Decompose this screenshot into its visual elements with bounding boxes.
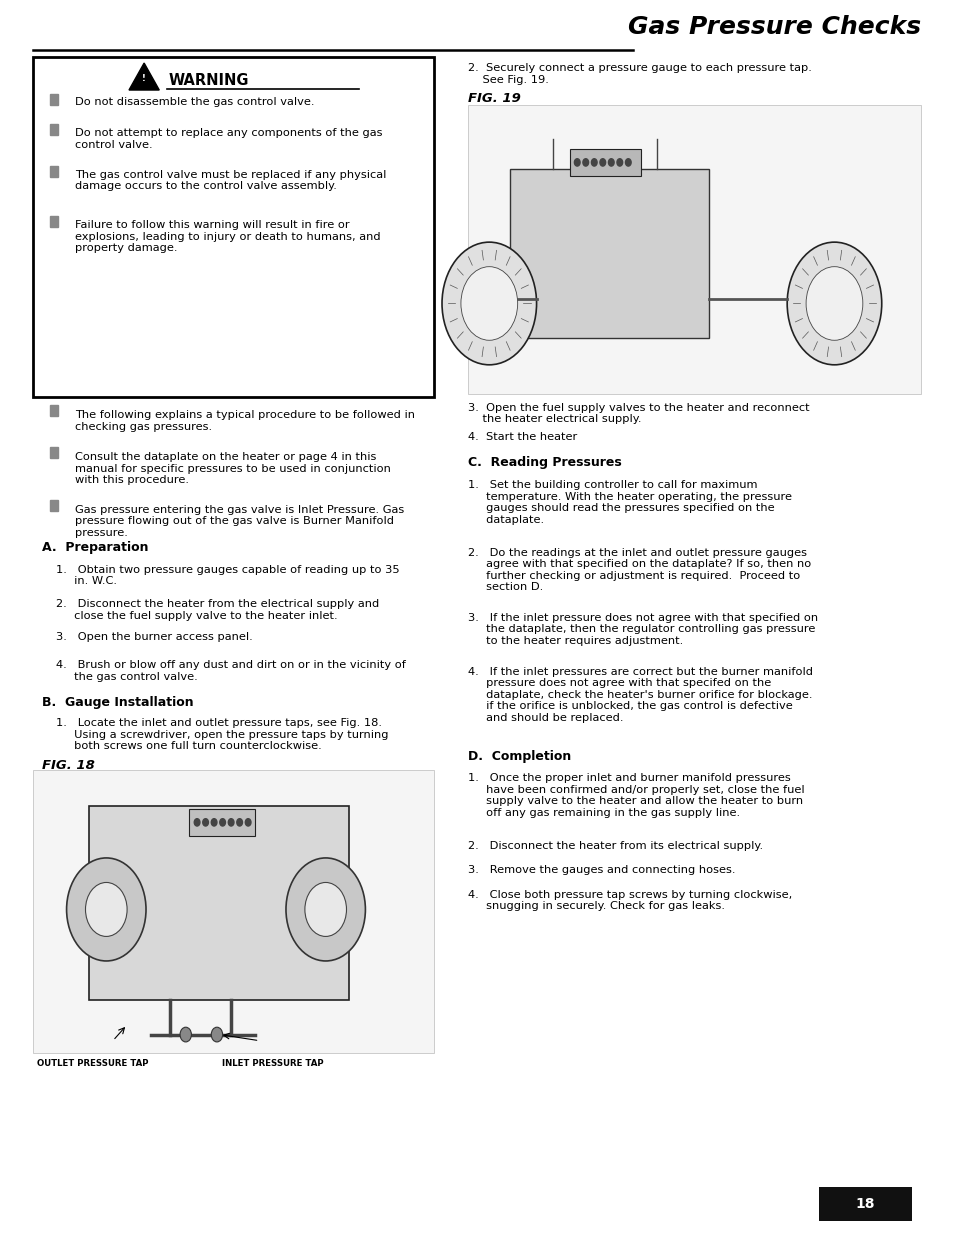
Circle shape xyxy=(211,819,216,826)
Circle shape xyxy=(236,819,242,826)
Text: OUTLET PRESSURE TAP: OUTLET PRESSURE TAP xyxy=(37,1060,149,1068)
FancyBboxPatch shape xyxy=(467,105,921,394)
Circle shape xyxy=(86,883,127,936)
Text: The following explains a typical procedure to be followed in
checking gas pressu: The following explains a typical procedu… xyxy=(75,410,415,432)
Circle shape xyxy=(617,159,622,165)
Text: Failure to follow this warning will result in fire or
explosions, leading to inj: Failure to follow this warning will resu… xyxy=(75,220,380,253)
FancyBboxPatch shape xyxy=(510,168,708,338)
Text: 18: 18 xyxy=(855,1197,875,1210)
Text: 4.   Close both pressure tap screws by turning clockwise,
     snugging in secur: 4. Close both pressure tap screws by tur… xyxy=(467,890,791,911)
Text: 1.   Obtain two pressure gauges capable of reading up to 35
     in. W.C.: 1. Obtain two pressure gauges capable of… xyxy=(56,564,399,587)
Text: Gas Pressure Checks: Gas Pressure Checks xyxy=(628,15,921,38)
Text: A.  Preparation: A. Preparation xyxy=(42,541,149,555)
Text: Do not attempt to replace any components of the gas
control valve.: Do not attempt to replace any components… xyxy=(75,128,382,149)
Bar xyxy=(50,500,58,511)
Circle shape xyxy=(591,159,597,165)
Circle shape xyxy=(286,858,365,961)
Bar xyxy=(50,447,58,458)
FancyBboxPatch shape xyxy=(90,806,349,1000)
Text: Consult the dataplate on the heater or page 4 in this
manual for specific pressu: Consult the dataplate on the heater or p… xyxy=(75,452,391,485)
Circle shape xyxy=(608,159,614,165)
Circle shape xyxy=(211,1028,222,1042)
Text: 4.  Start the heater: 4. Start the heater xyxy=(467,432,577,442)
FancyBboxPatch shape xyxy=(189,809,254,836)
Circle shape xyxy=(599,159,605,165)
Text: Gas pressure entering the gas valve is Inlet Pressure. Gas
pressure flowing out : Gas pressure entering the gas valve is I… xyxy=(75,505,404,538)
Circle shape xyxy=(305,883,346,936)
Circle shape xyxy=(805,267,862,341)
Text: C.  Reading Pressures: C. Reading Pressures xyxy=(467,456,620,468)
Text: 2.   Disconnect the heater from its electrical supply.: 2. Disconnect the heater from its electr… xyxy=(467,841,761,851)
Circle shape xyxy=(582,159,588,165)
Text: 3.   Open the burner access panel.: 3. Open the burner access panel. xyxy=(56,632,253,642)
Text: 1.   Once the proper inlet and burner manifold pressures
     have been confirme: 1. Once the proper inlet and burner mani… xyxy=(467,773,803,818)
Bar xyxy=(50,165,58,177)
Text: 3.   Remove the gauges and connecting hoses.: 3. Remove the gauges and connecting hose… xyxy=(467,866,734,876)
Text: WARNING: WARNING xyxy=(169,73,249,88)
Text: B.  Gauge Installation: B. Gauge Installation xyxy=(42,697,193,709)
Bar xyxy=(50,94,58,105)
Circle shape xyxy=(180,1028,192,1042)
Bar xyxy=(50,125,58,136)
Text: 4.   Brush or blow off any dust and dirt on or in the vicinity of
     the gas c: 4. Brush or blow off any dust and dirt o… xyxy=(56,661,406,682)
Text: 4.   If the inlet pressures are correct but the burner manifold
     pressure do: 4. If the inlet pressures are correct bu… xyxy=(467,667,812,722)
Polygon shape xyxy=(129,63,159,90)
Text: Do not disassemble the gas control valve.: Do not disassemble the gas control valve… xyxy=(75,98,314,107)
Bar xyxy=(50,405,58,416)
Circle shape xyxy=(219,819,225,826)
FancyBboxPatch shape xyxy=(32,57,434,396)
Text: !: ! xyxy=(142,74,146,84)
Text: 2.  Securely connect a pressure gauge to each pressure tap.
    See Fig. 19.: 2. Securely connect a pressure gauge to … xyxy=(467,63,811,85)
Bar xyxy=(50,216,58,227)
Circle shape xyxy=(228,819,233,826)
FancyBboxPatch shape xyxy=(32,769,434,1053)
Text: 2.   Do the readings at the inlet and outlet pressure gauges
     agree with tha: 2. Do the readings at the inlet and outl… xyxy=(467,547,810,593)
Circle shape xyxy=(625,159,631,165)
Text: The gas control valve must be replaced if any physical
damage occurs to the cont: The gas control valve must be replaced i… xyxy=(75,169,386,191)
Text: D.  Completion: D. Completion xyxy=(467,750,570,763)
Circle shape xyxy=(786,242,881,364)
Circle shape xyxy=(441,242,536,364)
Text: FIG. 19: FIG. 19 xyxy=(467,93,520,105)
Circle shape xyxy=(203,819,208,826)
Text: 3.  Open the fuel supply valves to the heater and reconnect
    the heater elect: 3. Open the fuel supply valves to the he… xyxy=(467,403,808,425)
Text: 1.   Locate the inlet and outlet pressure taps, see Fig. 18.
     Using a screwd: 1. Locate the inlet and outlet pressure … xyxy=(56,718,388,751)
Circle shape xyxy=(574,159,579,165)
Circle shape xyxy=(194,819,200,826)
FancyBboxPatch shape xyxy=(819,1187,911,1221)
FancyBboxPatch shape xyxy=(569,149,639,175)
Text: INLET PRESSURE TAP: INLET PRESSURE TAP xyxy=(221,1060,323,1068)
Circle shape xyxy=(245,819,251,826)
Circle shape xyxy=(460,267,517,341)
Text: 1.   Set the building controller to call for maximum
     temperature. With the : 1. Set the building controller to call f… xyxy=(467,480,791,525)
Text: 3.   If the inlet pressure does not agree with that specified on
     the datapl: 3. If the inlet pressure does not agree … xyxy=(467,613,817,646)
Text: FIG. 18: FIG. 18 xyxy=(42,758,94,772)
Text: 2.   Disconnect the heater from the electrical supply and
     close the fuel su: 2. Disconnect the heater from the electr… xyxy=(56,599,379,621)
Circle shape xyxy=(67,858,146,961)
